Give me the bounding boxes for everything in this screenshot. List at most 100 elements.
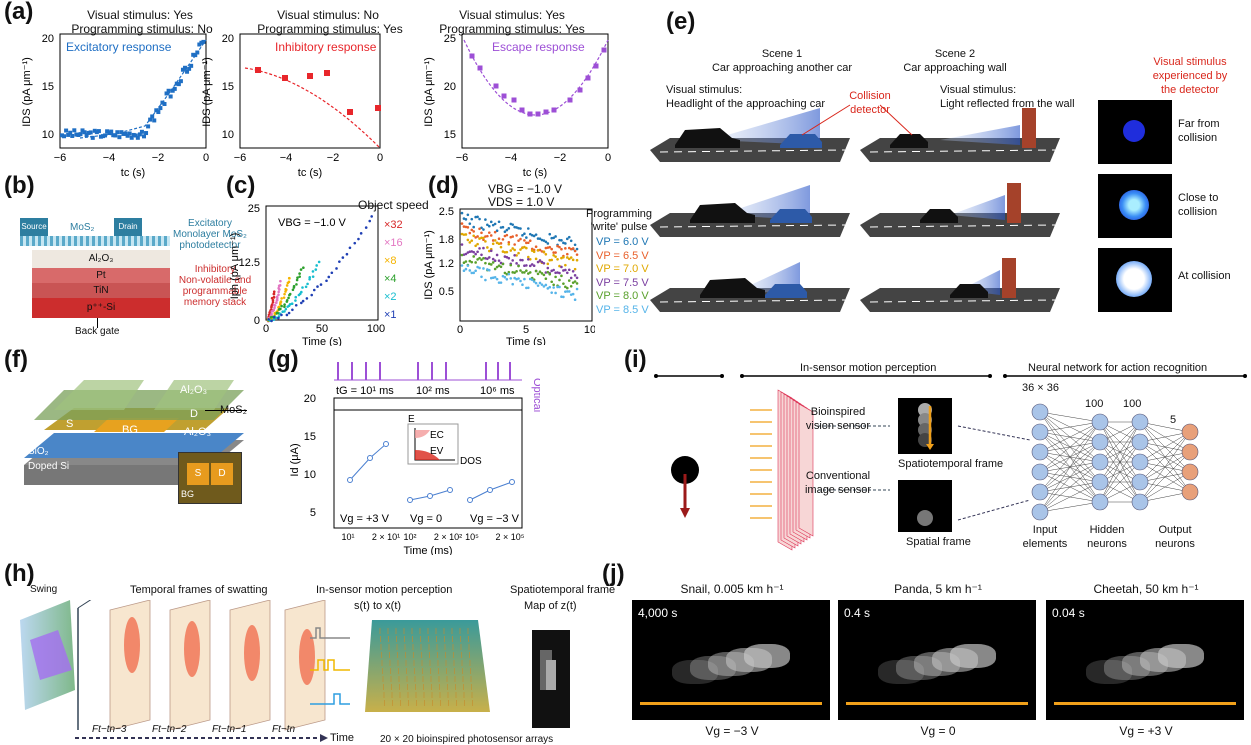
c-point <box>311 270 315 273</box>
d-point <box>542 273 546 277</box>
d-point <box>489 276 493 280</box>
a1-point <box>180 67 185 72</box>
a3-title-2: Programming stimulus: Yes <box>439 22 585 36</box>
a1-point <box>193 53 198 58</box>
a1-point <box>137 132 142 137</box>
c-point <box>271 298 275 302</box>
d-point <box>515 254 518 257</box>
d-point <box>542 250 546 254</box>
i-neuron <box>1091 413 1109 431</box>
a3-legend: Escape response <box>492 40 585 54</box>
d-point <box>550 247 553 251</box>
a1-point <box>101 134 105 139</box>
d-point <box>569 284 573 288</box>
d-point <box>460 232 464 236</box>
d-point <box>540 260 544 264</box>
d-point <box>491 257 495 261</box>
a1-point <box>170 88 175 93</box>
c-point <box>368 219 372 223</box>
c-point <box>283 292 286 296</box>
d-point <box>519 258 522 262</box>
i-diagram <box>654 374 1247 551</box>
i-neuron <box>1181 483 1199 501</box>
i-insensor: In-sensor motion perception <box>800 362 937 374</box>
g-ytick: 15 <box>304 431 316 443</box>
d-vbg: VBG = −1.0 V <box>488 182 563 196</box>
d-point <box>482 246 485 250</box>
c-point <box>290 302 294 306</box>
a3-point <box>551 107 557 113</box>
a1-point <box>150 114 155 119</box>
d-point <box>501 225 505 229</box>
d-point <box>519 237 522 241</box>
d-point <box>569 256 573 259</box>
d-point <box>544 246 548 250</box>
d-point <box>515 269 518 273</box>
b-mos2-layer <box>20 236 170 246</box>
c-point <box>285 313 289 317</box>
c-point <box>275 298 279 302</box>
d-point <box>573 267 577 271</box>
c-point <box>312 288 316 292</box>
a1-point <box>152 118 157 123</box>
d-point <box>474 261 477 264</box>
e-scenes <box>650 104 1060 312</box>
a1-point <box>92 128 97 133</box>
a1-point <box>146 124 151 129</box>
g-ytick: 10 <box>304 469 316 481</box>
d-xtick: 10 <box>584 324 595 336</box>
d-point <box>472 225 475 229</box>
i-neuron <box>1091 433 1109 451</box>
i-grid: 36 × 36 <box>1022 382 1060 394</box>
c-point <box>317 260 321 264</box>
d-ylabel: IDS (pA μm⁻¹) <box>423 230 435 300</box>
e-atcol: At collision <box>1178 270 1231 282</box>
c-point <box>301 299 305 303</box>
d-point <box>527 257 530 261</box>
c-point <box>284 307 288 311</box>
c-point <box>288 277 291 280</box>
a1-point <box>144 131 149 136</box>
a1-point <box>88 130 93 135</box>
c-point <box>327 275 331 279</box>
a3-xtick: 0 <box>605 152 611 164</box>
d-point <box>474 269 477 273</box>
d-point <box>474 215 477 219</box>
a1-point <box>187 66 192 71</box>
d-point <box>493 267 497 271</box>
a1-point <box>90 135 95 140</box>
d-legend: VP = 6.0 V VP = 6.5 V VP = 7.0 V VP = 7.5 V… <box>596 236 649 317</box>
d-point <box>523 264 526 268</box>
d-point <box>505 233 509 237</box>
c-legend-item: ×16 <box>384 237 403 249</box>
c-point <box>298 275 301 278</box>
a1-point <box>191 52 196 57</box>
a1-point <box>78 132 83 137</box>
d-point <box>462 253 466 256</box>
d-point <box>575 247 579 251</box>
b-inh-2: Non-volatile and <box>178 275 252 286</box>
d-point <box>530 233 534 237</box>
i-neuron <box>1181 463 1199 481</box>
d-point <box>546 246 550 249</box>
d-point <box>511 247 514 250</box>
g-DOS: DOS <box>460 456 482 467</box>
d-point <box>515 277 518 281</box>
c-point <box>267 317 270 321</box>
a1-point <box>98 134 103 139</box>
j-title: Snail, 0.005 km h⁻¹ <box>680 582 784 596</box>
d-point <box>569 293 573 296</box>
f-inset-bg: BG <box>181 489 195 499</box>
d-point <box>550 280 553 284</box>
a2-ytick: 10 <box>222 129 234 141</box>
g-xt2: 10² <box>403 532 416 542</box>
a2-chart: 20 15 10 −6 −4 −2 0 tc (s) IDS (pA μm⁻¹) <box>201 33 383 179</box>
e-close-2: collision <box>1178 206 1218 218</box>
a1-point <box>109 129 114 134</box>
g-xlabel: Time (ms) <box>403 545 452 555</box>
d-point <box>505 272 509 276</box>
h-arrays: 20 × 20 bioinspired photosensor arrays <box>380 734 554 745</box>
d-point <box>470 228 474 232</box>
d-point <box>538 281 542 285</box>
f-inset-s: S <box>187 463 209 485</box>
